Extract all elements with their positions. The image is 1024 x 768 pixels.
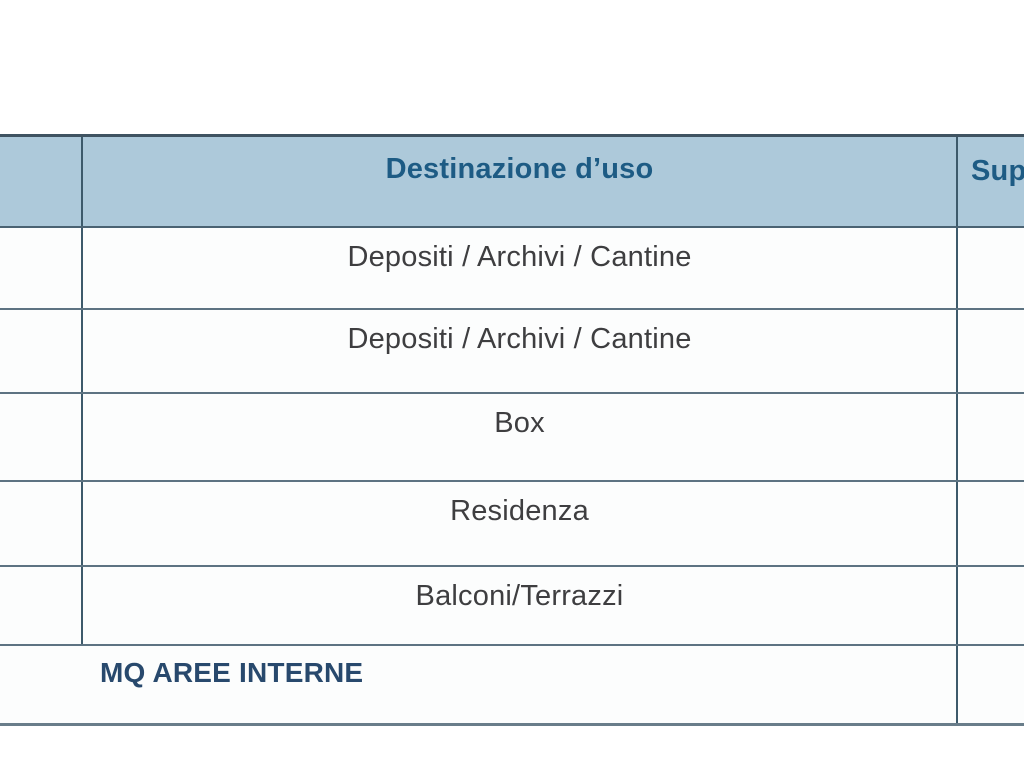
row-cell-use: Depositi / Archivi / Cantine [83,310,958,392]
table-row: Depositi / Archivi / Cantine [0,310,1024,394]
header-cell-superficie: Sup [958,137,1024,226]
row-cell-use: Depositi / Archivi / Cantine [83,228,958,308]
row-cell-superficie [958,567,1024,644]
table-row: Box [0,394,1024,482]
header-destination-label: Destinazione d’uso [385,153,654,185]
property-uses-table: Destinazione d’uso Sup Depositi / Archiv… [0,134,1024,726]
use-label: Balconi/Terrazzi [415,580,624,612]
row-cell-spacer [0,228,83,308]
row-cell-use: Residenza [83,482,958,565]
row-cell-use: Box [83,394,958,480]
row-cell-superficie [958,310,1024,392]
footer-label-cell: MQ AREE INTERNE [0,646,958,723]
footer-label: MQ AREE INTERNE [100,657,364,688]
row-cell-use: Balconi/Terrazzi [83,567,958,644]
table-row: Balconi/Terrazzi [0,567,1024,646]
use-label: Depositi / Archivi / Cantine [347,241,692,273]
header-cell-spacer [0,137,83,226]
use-label: Depositi / Archivi / Cantine [347,323,692,355]
row-cell-superficie [958,394,1024,480]
footer-superficie-cell [958,646,1024,723]
row-cell-spacer [0,482,83,565]
row-cell-superficie [958,482,1024,565]
row-cell-spacer [0,394,83,480]
header-superficie-label: Sup [971,155,1024,187]
row-cell-spacer [0,310,83,392]
table-footer-row: MQ AREE INTERNE [0,646,1024,726]
use-label: Residenza [450,495,589,527]
table-row: Residenza [0,482,1024,567]
header-cell-destination: Destinazione d’uso [83,137,958,226]
row-cell-superficie [958,228,1024,308]
table-row: Depositi / Archivi / Cantine [0,228,1024,310]
use-label: Box [494,407,545,439]
table-header-row: Destinazione d’uso Sup [0,137,1024,228]
row-cell-spacer [0,567,83,644]
